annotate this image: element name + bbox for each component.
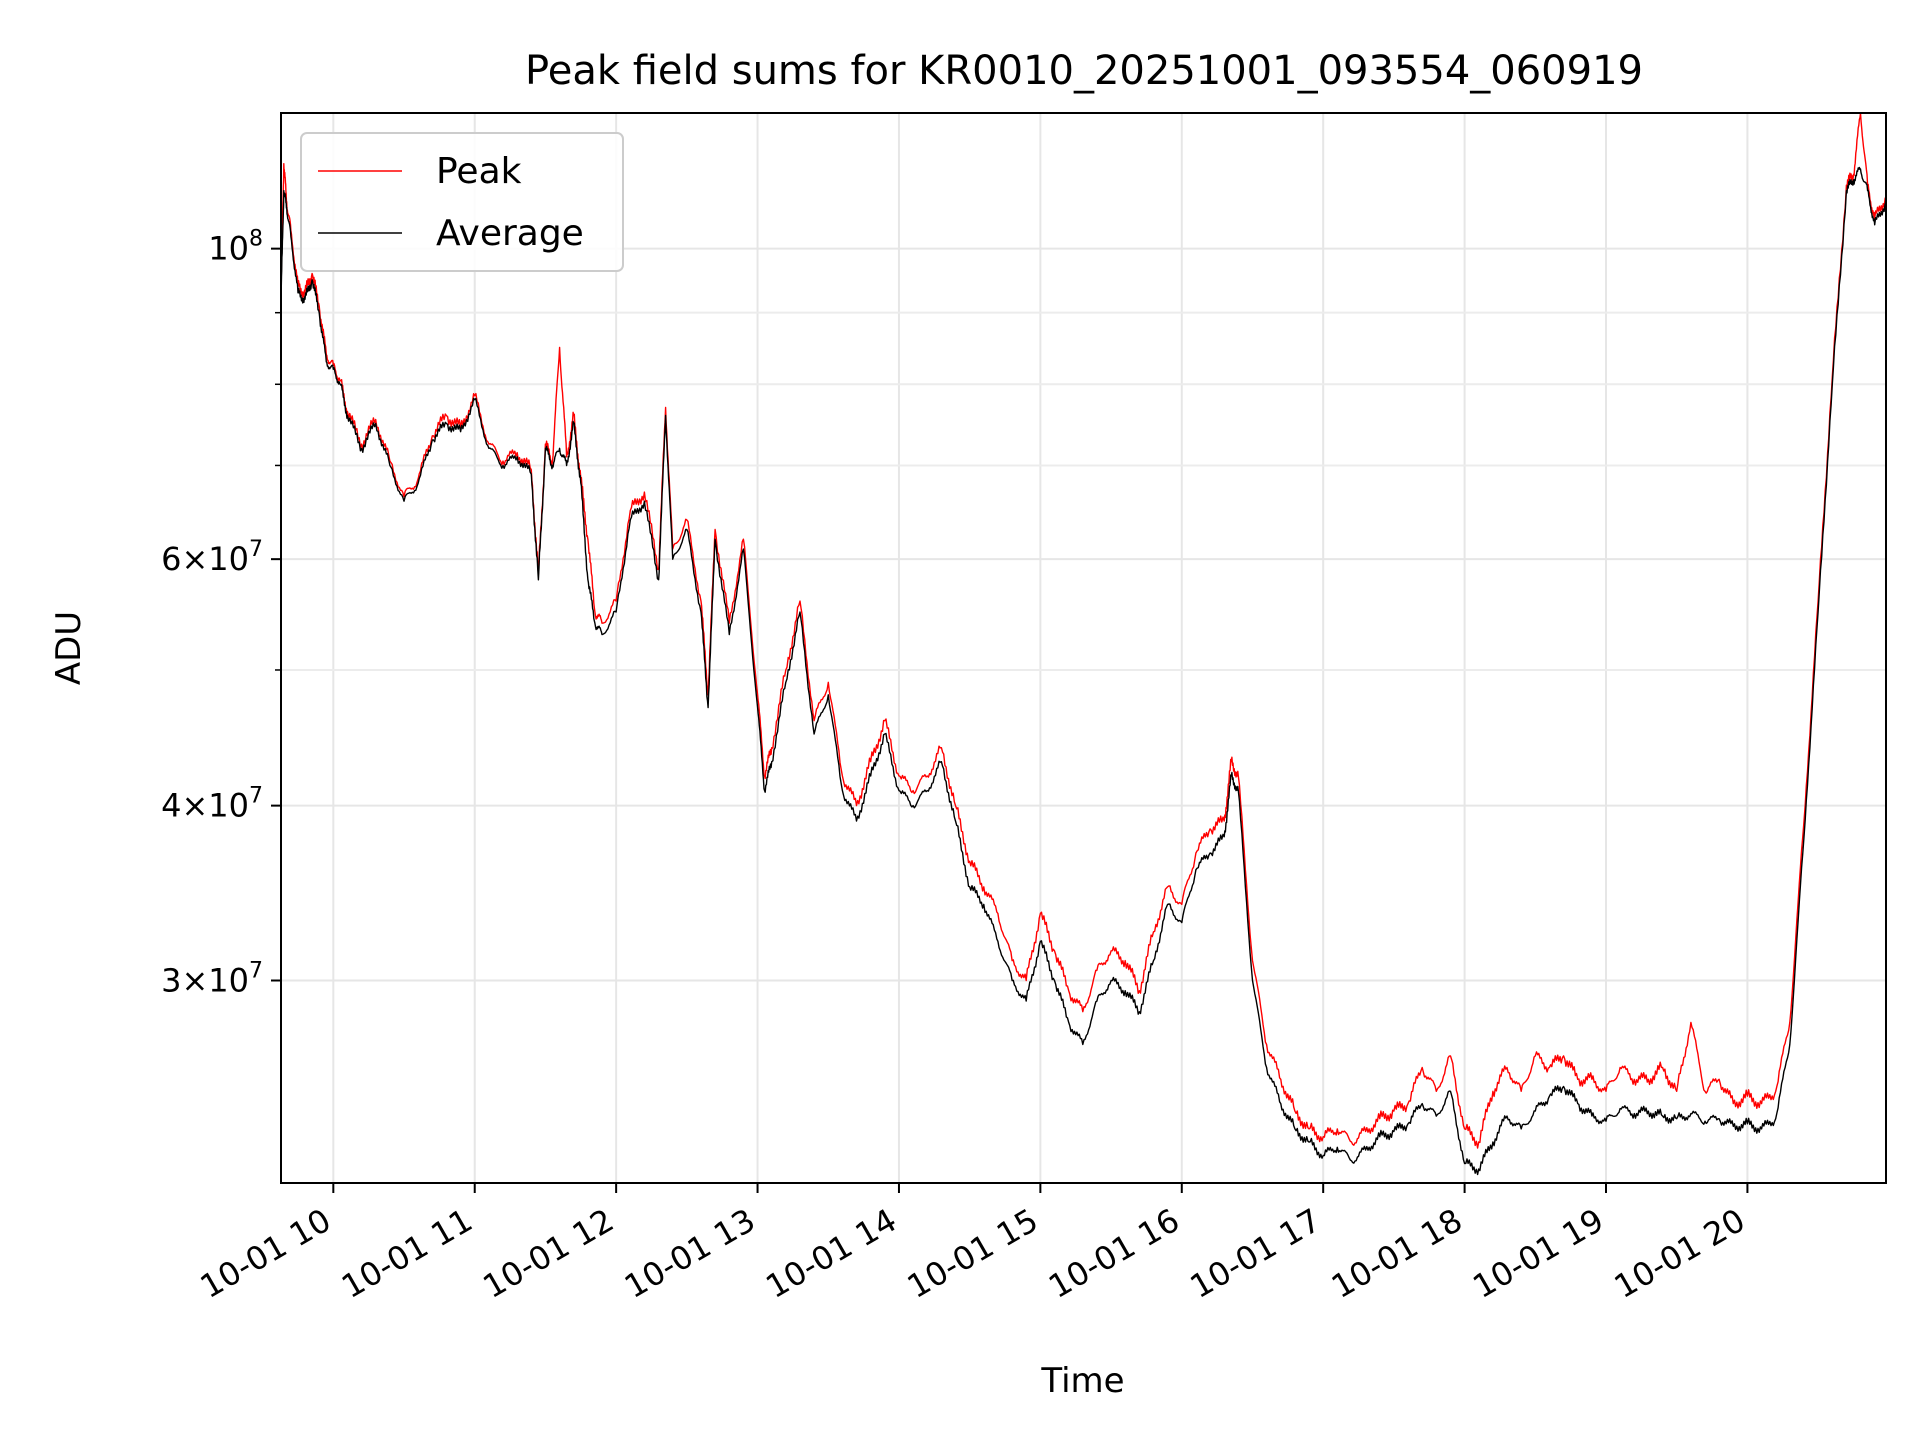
series-peak — [280, 112, 1887, 1149]
y-axis: 3×107 4×107 6×107 108 — [161, 227, 281, 999]
legend-box — [300, 132, 624, 272]
peak-line — [280, 112, 1887, 1149]
plot-frame — [280, 112, 1887, 1184]
chart-title: Peak field sums for KR0010_20251001_0935… — [525, 48, 1643, 94]
legend: Peak Average — [300, 132, 624, 272]
x-axis-label: Time — [1040, 1361, 1124, 1401]
legend-average-label: Average — [436, 213, 584, 254]
grid — [281, 113, 1886, 1183]
average-line — [280, 166, 1887, 1176]
y-tick-label: 3×107 — [161, 958, 263, 999]
y-tick-label: 6×107 — [161, 537, 263, 578]
y-axis-label: ADU — [49, 611, 89, 685]
legend-peak-label: Peak — [436, 151, 522, 192]
series-average — [280, 166, 1887, 1176]
y-tick-label: 4×107 — [161, 784, 263, 825]
y-tick-label: 108 — [208, 227, 263, 268]
